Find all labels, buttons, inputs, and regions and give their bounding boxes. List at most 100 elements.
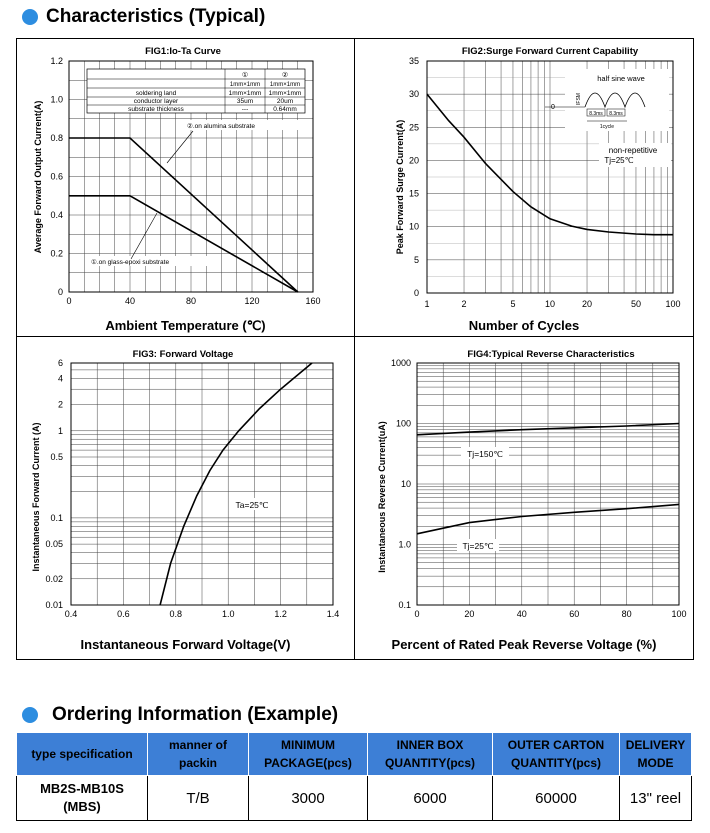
fig2-ytick-label: 30 xyxy=(409,89,419,99)
fig4-title: FIG4:Typical Reverse Characteristics xyxy=(467,349,634,360)
fig3-caption: Instantaneous Forward Voltage(V) xyxy=(80,637,291,652)
fig3-xtick-label: 1.0 xyxy=(222,609,235,619)
fig3-xtick-label: 0.6 xyxy=(117,609,130,619)
fig1-inset-table xyxy=(86,68,306,114)
fig3-title: FIG3: Forward Voltage xyxy=(133,349,234,360)
fig3-ytick-label: 0.1 xyxy=(50,513,63,523)
fig3-ylabel: Instantaneous Forward Current (A) xyxy=(31,422,41,571)
fig3-plot-frame xyxy=(70,362,334,606)
cell-delivery: 13" reel xyxy=(619,775,692,821)
fig4-label-bg xyxy=(461,447,509,459)
fig3-ytick-label: 0.05 xyxy=(45,539,63,549)
fig1-ylabel: Average Forward Output Current(A) xyxy=(33,101,43,254)
cell-packing: T/B xyxy=(147,775,249,821)
fig4-plot-frame xyxy=(416,362,680,606)
fig1-annotation-alumina: ②.on alumina substrate xyxy=(187,122,255,130)
fig2-ytick-label: 0 xyxy=(414,288,419,298)
fig1-caption: Ambient Temperature (℃) xyxy=(105,318,266,333)
fig2-xtick-label: 1 xyxy=(424,299,429,309)
fig2-note-2: Tj=25℃ xyxy=(604,156,633,165)
fig3-ytick-label: 0.01 xyxy=(45,600,63,610)
fig3-ytick-label: 2 xyxy=(58,400,63,410)
header-delivery: DELIVERY MODE xyxy=(619,732,692,776)
fig2-inset-box xyxy=(606,108,626,117)
fig1-annotation-arrow xyxy=(166,130,194,164)
fig4-series-tj150 xyxy=(416,422,680,436)
bullet-icon xyxy=(22,707,38,723)
fig3-series-forward xyxy=(159,362,313,606)
fig2-xtick-label: 100 xyxy=(665,299,680,309)
fig1-xtick-label: 80 xyxy=(186,296,196,306)
fig2-inset-zero: 0 xyxy=(551,104,555,111)
fig1-xtick-label: 40 xyxy=(125,296,135,306)
table-cell: --- xyxy=(242,106,249,113)
fig2-inset-box xyxy=(586,108,606,117)
fig2-ytick-label: 20 xyxy=(409,155,419,165)
fig1-ytick-label: 0.8 xyxy=(50,133,63,143)
fig4-caption: Percent of Rated Peak Reverse Voltage (%… xyxy=(391,637,657,652)
fig1-panel: FIG1:Io-Ta Curve 0 0.2 0.4 0.6 0.8 1.0 1.2 0 40 80… xyxy=(17,39,354,336)
section-title: Characteristics (Typical) xyxy=(46,6,266,27)
grid-divider-horizontal xyxy=(17,336,693,337)
charts-grid: FIG1:Io-Ta Curve 0 0.2 0.4 0.6 0.8 1.0 1.2 0 40 80… xyxy=(16,38,694,660)
fig4-chart: FIG4:Typical Reverse Characteristics 0.1 1… xyxy=(377,349,687,619)
fig1-xtick-label: 0 xyxy=(66,296,71,306)
fig4-label-tj25: Tj=25℃ xyxy=(462,541,493,551)
fig1-xtick-label: 160 xyxy=(305,296,320,306)
fig3-ytick-label: 1 xyxy=(58,426,63,436)
fig4-xtick-label: 40 xyxy=(517,609,527,619)
fig4-ytick-label: 10 xyxy=(401,479,411,489)
fig3-panel: FIG3: Forward Voltage 0.01 0.02 0.05 0.1 0.5 1… xyxy=(17,337,354,659)
fig2-inset-t2: 8.3ms xyxy=(609,111,623,117)
table-cell: 1mm×1mm xyxy=(229,90,262,97)
header-inner-box: INNER BOX QUANTITY(pcs) xyxy=(367,732,493,776)
fig4-ytick-label: 1.0 xyxy=(398,540,411,550)
fig2-ytick-label: 10 xyxy=(409,222,419,232)
fig1-series-glass xyxy=(69,195,299,293)
table-header-cell: ② xyxy=(282,71,288,79)
fig3-ytick-label: 0.5 xyxy=(50,452,63,462)
section-ordering-heading: Ordering Information (Example) xyxy=(22,704,338,726)
fig2-inset-label: half sine wave xyxy=(597,74,645,83)
table-cell-label: soldering land xyxy=(136,90,177,97)
fig3-ytick-label: 4 xyxy=(58,373,63,383)
header-min-package: MINIMUM PACKAGE(pcs) xyxy=(248,732,368,776)
fig4-label-bg xyxy=(457,539,499,551)
fig2-inset-ifsm: IFSM xyxy=(576,93,582,105)
fig3-xtick-label: 0.8 xyxy=(170,609,183,619)
fig4-xtick-label: 20 xyxy=(464,609,474,619)
header-packing: manner of packin xyxy=(147,732,249,776)
fig1-plot-frame xyxy=(68,60,314,293)
table-cell: 1mm×1mm xyxy=(269,90,302,97)
fig3-xtick-label: 1.2 xyxy=(274,609,287,619)
fig3-note: Ta=25℃ xyxy=(236,500,269,510)
section-characteristics-heading: Characteristics (Typical) xyxy=(22,6,265,28)
fig2-panel: FIG2:Surge Forward Current Capability 0 5 1… xyxy=(355,39,693,336)
table-subheader-cell: 1mm×1mm xyxy=(230,82,260,88)
fig4-label-tj150: Tj=150℃ xyxy=(467,449,503,459)
fig4-xtick-label: 100 xyxy=(671,609,686,619)
fig3-ytick-label: 6 xyxy=(58,358,63,368)
fig2-caption: Number of Cycles xyxy=(468,318,580,333)
fig1-chart: FIG1:Io-Ta Curve 0 0.2 0.4 0.6 0.8 1.0 1.2 0 40 80… xyxy=(33,46,321,306)
fig1-ytick-label: 1.0 xyxy=(50,95,63,105)
fig2-note-1: non-repetitive xyxy=(609,146,658,155)
bullet-icon xyxy=(22,9,38,25)
fig4-ytick-label: 100 xyxy=(396,419,411,429)
table-row: MB2S-MB10S (MBS) T/B 3000 6000 60000 13" … xyxy=(16,775,692,821)
fig3-ytick-label: 0.02 xyxy=(45,574,63,584)
fig1-annotation-arrow xyxy=(130,212,158,260)
ordering-table-header-row: type specification manner of packin MINIM… xyxy=(16,732,692,776)
fig4-xtick-label: 0 xyxy=(414,609,419,619)
header-outer-carton: OUTER CARTON QUANTITY(pcs) xyxy=(492,732,620,776)
table-cell: 35um xyxy=(237,98,253,105)
ordering-table: type specification manner of packin MINIM… xyxy=(16,732,692,821)
fig2-xtick-label: 2 xyxy=(462,299,467,309)
fig3-xtick-label: 0.4 xyxy=(65,609,78,619)
fig1-annotation-glass: ①.on glass-epoxi substrate xyxy=(91,258,169,266)
table-cell-label: substrate thickness xyxy=(128,106,184,113)
fig3-xtick-label: 1.4 xyxy=(327,609,340,619)
fig2-plot-frame xyxy=(426,60,674,294)
fig2-inset-cycle: 1cycle xyxy=(600,124,614,130)
fig2-ytick-label: 5 xyxy=(414,255,419,265)
